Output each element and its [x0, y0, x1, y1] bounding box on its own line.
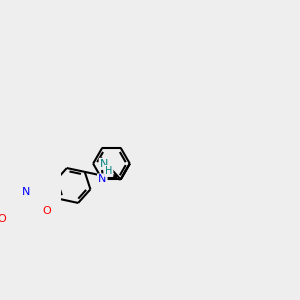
Text: O: O [0, 214, 6, 224]
Text: N: N [98, 175, 106, 184]
Text: N: N [100, 159, 108, 169]
Text: N: N [22, 187, 30, 197]
Text: O: O [43, 206, 51, 216]
Text: H: H [105, 166, 112, 176]
